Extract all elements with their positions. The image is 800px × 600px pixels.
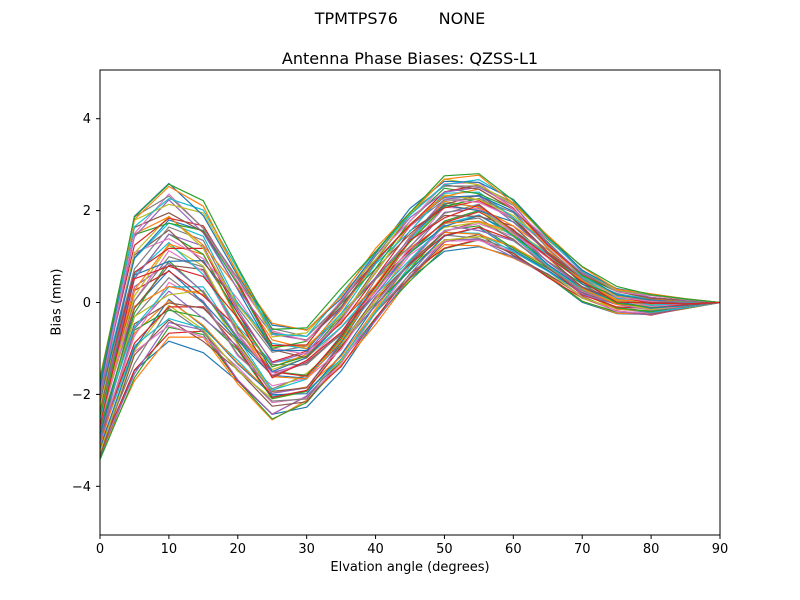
series-line <box>100 223 720 435</box>
x-tick-label: 20 <box>230 542 247 557</box>
series-line <box>100 199 720 401</box>
series-line <box>100 225 720 440</box>
series-line <box>100 191 720 395</box>
x-tick-label: 70 <box>574 542 591 557</box>
series-line <box>100 226 720 437</box>
x-tick-label: 90 <box>712 542 729 557</box>
x-tick-label: 0 <box>96 542 104 557</box>
x-tick-label: 30 <box>298 542 315 557</box>
y-tick-label: 2 <box>83 204 91 219</box>
figure-suptitle: TPMTPS76 NONE <box>314 9 486 28</box>
series-line <box>100 202 720 420</box>
series-line <box>100 224 720 444</box>
y-tick-label: 4 <box>83 112 91 127</box>
x-axis-label: Elvation angle (degrees) <box>330 560 490 575</box>
x-tick-label: 40 <box>367 542 384 557</box>
y-tick-label: 0 <box>83 296 91 311</box>
series-line <box>100 178 720 383</box>
series-line <box>100 173 720 380</box>
x-tick-label: 60 <box>505 542 522 557</box>
series-line <box>100 211 720 427</box>
series-line <box>100 238 720 455</box>
axes-title: Antenna Phase Biases: QZSS-L1 <box>281 49 539 68</box>
x-tick-label: 50 <box>436 542 453 557</box>
y-tick-label: −2 <box>72 388 91 403</box>
y-tick-label: −4 <box>72 480 91 495</box>
series-line <box>100 204 720 426</box>
x-tick-label: 10 <box>161 542 178 557</box>
x-tick-label: 80 <box>643 542 660 557</box>
series-line <box>100 239 720 448</box>
